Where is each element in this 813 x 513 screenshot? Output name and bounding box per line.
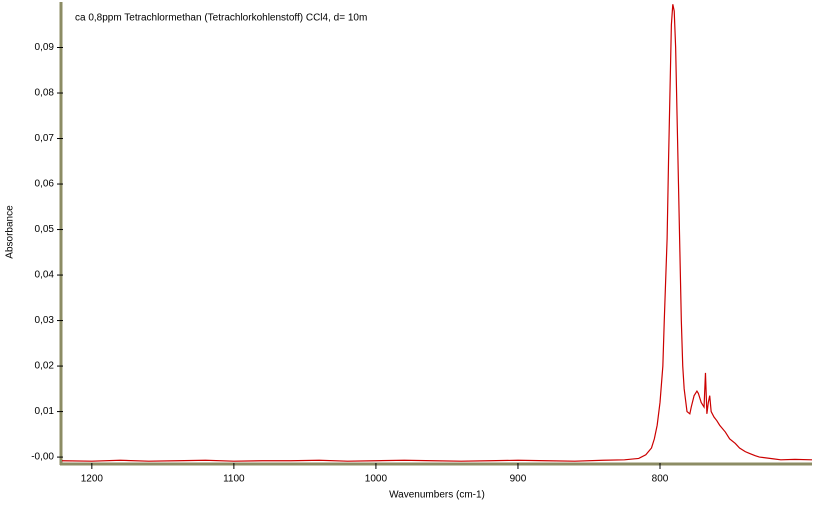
spectrum-line bbox=[61, 4, 813, 462]
y-tick-label: 0,04 bbox=[35, 270, 55, 281]
y-tick-label: 0,06 bbox=[35, 179, 55, 190]
y-axis-label: Absorbance bbox=[5, 205, 16, 259]
x-tick-label: 800 bbox=[652, 474, 669, 485]
x-tick-label: 900 bbox=[510, 474, 527, 485]
y-tick-label: 0,08 bbox=[35, 88, 55, 99]
y-tick-label: -0,00 bbox=[31, 452, 54, 463]
y-tick-label: 0,09 bbox=[35, 42, 55, 53]
x-tick-label: 1200 bbox=[81, 474, 104, 485]
y-tick-label: 0,03 bbox=[35, 315, 55, 326]
x-axis-label: Wavenumbers (cm-1) bbox=[389, 490, 485, 501]
y-tick-label: 0,02 bbox=[35, 361, 55, 372]
x-tick-label: 1000 bbox=[365, 474, 388, 485]
y-tick-label: 0,07 bbox=[35, 133, 55, 144]
y-tick-label: 0,01 bbox=[35, 406, 55, 417]
chart-title: ca 0,8ppm Tetrachlormethan (Tetrachlorko… bbox=[75, 13, 367, 24]
x-tick-label: 1100 bbox=[223, 474, 245, 485]
y-tick-label: 0,05 bbox=[35, 224, 55, 235]
